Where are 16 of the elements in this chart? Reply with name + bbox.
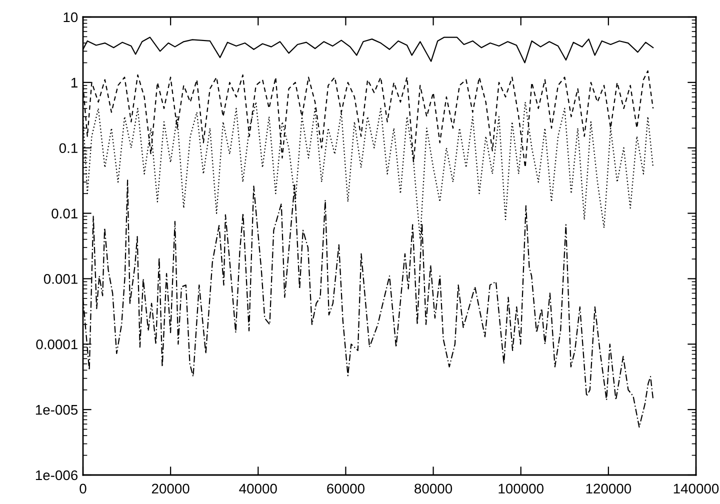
x-tick-label: 40000 xyxy=(239,484,277,494)
y-tick-label: 0.01 xyxy=(52,208,78,218)
y-tick-label: 1 xyxy=(71,78,78,88)
y-tick-label: 1e-005 xyxy=(36,404,78,415)
x-tick-label: 140000 xyxy=(674,484,719,494)
x-tick-label: 120000 xyxy=(586,484,632,494)
x-tick-label: 80000 xyxy=(414,484,452,494)
y-tick-label: 0.001 xyxy=(44,274,78,284)
x-tick-label: 100000 xyxy=(498,484,544,494)
y-tick-label: 0.0001 xyxy=(36,339,78,350)
x-tick-label: 20000 xyxy=(152,484,190,494)
y-tick-label: 0.1 xyxy=(59,143,78,154)
x-tick-label: 60000 xyxy=(327,484,364,494)
y-tick-label: 1e-006 xyxy=(36,470,78,480)
x-tick-label: 0 xyxy=(80,484,86,494)
y-tick-label: 10 xyxy=(64,12,78,22)
